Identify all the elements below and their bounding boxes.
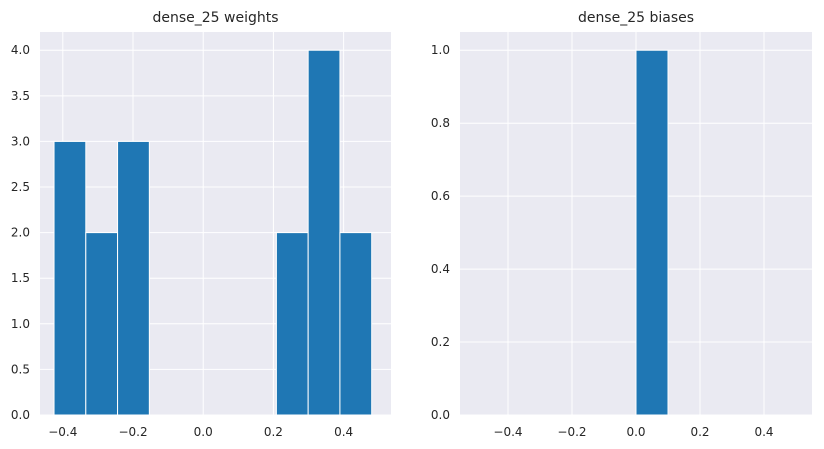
weights-y-tick-label: 3.0 <box>11 134 30 148</box>
weights-x-tick-label: −0.2 <box>118 425 147 439</box>
biases-bars <box>635 49 669 416</box>
biases-x-tick-label: −0.4 <box>493 425 522 439</box>
biases-histogram: −0.4 −0.2 0.0 0.2 0.4 0.0 0.2 0.4 0.6 0.8 1.0 den… <box>431 10 812 439</box>
weights-bar <box>85 232 119 416</box>
weights-y-tick-labels: 0.0 0.5 1.0 1.5 2.0 2.5 3.0 3.5 4.0 <box>11 43 30 422</box>
weights-y-tick-label: 1.0 <box>11 317 30 331</box>
weights-y-tick-label: 2.5 <box>11 180 30 194</box>
biases-x-tick-label: 0.2 <box>690 425 709 439</box>
weights-bar <box>117 140 150 416</box>
biases-y-tick-label: 0.6 <box>431 189 450 203</box>
biases-y-tick-labels: 0.0 0.2 0.4 0.6 0.8 1.0 <box>431 43 450 422</box>
biases-x-tick-label: 0.0 <box>626 425 645 439</box>
weights-chart-title: dense_25 weights <box>152 10 278 26</box>
biases-y-tick-label: 0.0 <box>431 408 450 422</box>
weights-y-tick-label: 2.0 <box>11 226 30 240</box>
biases-x-tick-label: 0.4 <box>754 425 773 439</box>
weights-y-tick-label: 4.0 <box>11 43 30 57</box>
weights-x-tick-label: −0.4 <box>48 425 77 439</box>
weights-bar <box>339 232 373 416</box>
weights-bars <box>53 49 373 416</box>
weights-y-tick-label: 0.0 <box>11 408 30 422</box>
weights-x-tick-label: 0.0 <box>194 425 213 439</box>
biases-chart-title: dense_25 biases <box>578 10 694 26</box>
weights-bar <box>307 49 341 416</box>
biases-x-tick-labels: −0.4 −0.2 0.0 0.2 0.4 <box>493 425 773 439</box>
weights-bar <box>53 140 87 416</box>
biases-bar <box>635 49 669 416</box>
weights-y-tick-label: 3.5 <box>11 89 30 103</box>
weights-y-tick-label: 0.5 <box>11 362 30 376</box>
weights-x-tick-label: 0.2 <box>264 425 283 439</box>
biases-y-tick-label: 0.8 <box>431 116 450 130</box>
biases-y-tick-label: 0.4 <box>431 262 450 276</box>
weights-x-tick-label: 0.4 <box>334 425 353 439</box>
weights-y-tick-label: 1.5 <box>11 271 30 285</box>
biases-y-tick-label: 1.0 <box>431 43 450 57</box>
weights-x-tick-labels: −0.4 −0.2 0.0 0.2 0.4 <box>48 425 353 439</box>
biases-x-tick-label: −0.2 <box>557 425 586 439</box>
weights-bar <box>275 232 309 416</box>
biases-y-tick-label: 0.2 <box>431 335 450 349</box>
weights-histogram: −0.4 −0.2 0.0 0.2 0.4 0.0 0.5 1.0 1.5 2.0 2.5 3.0 3… <box>11 10 391 439</box>
